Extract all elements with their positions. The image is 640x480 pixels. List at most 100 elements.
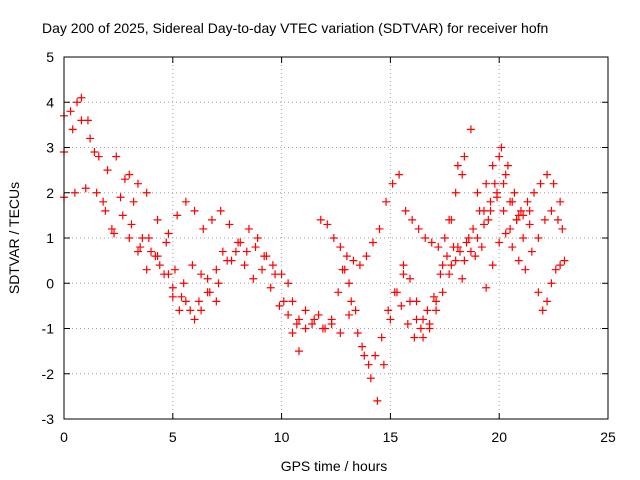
data-point [488,161,497,170]
data-point [490,179,499,188]
data-point [77,93,86,102]
data-point [284,310,293,319]
data-point [523,197,532,206]
data-point [73,98,82,107]
data-point [251,243,260,252]
data-point [186,306,195,315]
data-point [249,274,258,283]
data-point [345,279,354,288]
data-point [116,193,125,202]
data-point [160,270,169,279]
data-point [495,238,504,247]
y-tick-label: 3 [46,140,54,156]
data-point [384,306,393,315]
data-point [525,206,534,215]
data-point [295,315,304,324]
data-point [358,342,367,351]
data-point [177,292,186,301]
series-track-5 [288,256,467,405]
data-point [560,256,569,265]
data-point [70,188,79,197]
data-point [508,243,517,252]
data-point [543,297,552,306]
data-point [94,152,103,161]
data-point [125,234,134,242]
data-point [214,279,223,288]
data-point [414,224,423,233]
data-point [497,143,506,152]
data-point [125,170,134,179]
data-point [466,125,475,134]
data-point [205,288,214,297]
data-point [362,252,371,261]
data-point [231,247,240,256]
series-track-4 [125,234,221,315]
data-point [190,315,199,324]
data-point [525,220,534,229]
data-point [516,206,525,215]
data-point [190,206,199,215]
data-point [212,297,221,306]
data-point [512,215,521,224]
data-points [60,93,569,405]
data-point [445,270,454,279]
series-track-11 [447,179,534,270]
data-point [475,206,484,215]
data-point [90,148,99,157]
data-point [197,270,206,279]
data-point [258,265,267,274]
data-point [553,215,562,224]
data-point [551,265,560,274]
data-point [471,252,480,261]
data-point [345,310,354,319]
axis-ticks [63,56,609,420]
data-point [112,152,121,161]
series-track-6 [316,125,534,270]
data-point [373,396,382,405]
y-axis-label: SDTVAR / TECUs [6,182,22,294]
data-point [499,179,508,188]
data-point [133,247,142,256]
chart-title: Day 200 of 2025, Sidereal Day-to-day VTE… [42,20,548,36]
data-point [547,279,556,288]
data-point [445,215,454,224]
data-point [386,315,395,324]
data-point [558,224,567,233]
data-point [194,297,203,306]
data-point [458,170,467,179]
data-point [336,243,345,252]
data-point [366,374,375,383]
data-point [510,188,519,197]
data-point [547,206,556,215]
data-point [207,215,216,224]
data-point [236,238,245,247]
y-tick-label: 4 [46,94,54,110]
data-point [514,211,523,220]
data-point [473,234,482,242]
data-point [275,301,284,310]
data-point [538,306,547,315]
data-point [81,184,90,193]
data-point [262,252,271,261]
data-point [382,197,391,206]
data-point [197,306,206,315]
data-point [416,324,425,333]
data-point [347,297,356,306]
data-point [399,270,408,279]
data-point [284,279,293,288]
data-point [288,297,297,306]
data-point [360,351,369,360]
data-point [460,256,469,265]
data-point [288,329,297,338]
x-tick-label: 15 [383,429,399,445]
data-point [292,319,301,328]
data-point [521,265,530,274]
data-point [168,292,177,301]
data-point [556,197,565,206]
y-tick-label: 0 [46,275,54,291]
data-point [469,224,478,233]
series-track-9 [482,206,567,292]
data-point [482,179,491,188]
data-point [120,175,129,184]
